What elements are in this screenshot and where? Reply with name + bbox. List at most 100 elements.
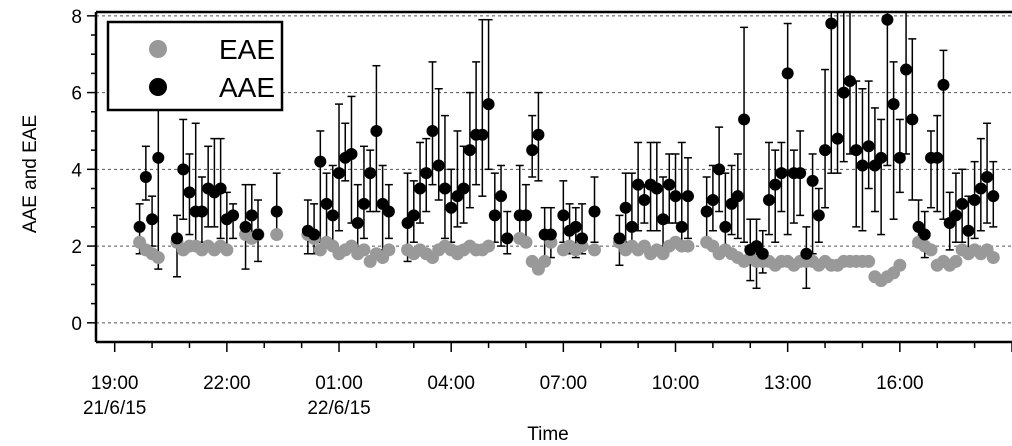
legend-aae-label: AAE bbox=[219, 72, 275, 103]
aae-point bbox=[270, 205, 283, 218]
aae-point bbox=[370, 124, 383, 137]
aae-point bbox=[825, 17, 838, 30]
x-tick-label: 22:00 bbox=[203, 373, 251, 394]
aae-point bbox=[532, 128, 545, 141]
aae-point bbox=[482, 98, 495, 111]
aae-point bbox=[650, 182, 663, 195]
eae-point bbox=[519, 235, 533, 249]
aae-point bbox=[252, 228, 265, 241]
y-tick-label: 0 bbox=[71, 314, 82, 335]
aae-point bbox=[800, 247, 813, 260]
aae-point bbox=[831, 132, 844, 145]
aae-point bbox=[762, 194, 775, 207]
eae-point bbox=[538, 254, 552, 268]
aae-point bbox=[962, 224, 975, 237]
aae-point bbox=[794, 167, 807, 180]
aae-point bbox=[906, 113, 919, 126]
aae-point bbox=[382, 205, 395, 218]
legend-eae-label: EAE bbox=[219, 34, 275, 65]
x-tick-label: 13:00 bbox=[764, 373, 812, 394]
x-tick-label: 16:00 bbox=[876, 373, 924, 394]
eae-point bbox=[482, 239, 496, 253]
aae-point bbox=[195, 205, 208, 218]
aae-point bbox=[463, 144, 476, 157]
aae-point bbox=[719, 220, 732, 233]
aae-point bbox=[152, 151, 165, 164]
x-tick-label: 19:00 bbox=[91, 373, 139, 394]
aae-point bbox=[657, 213, 670, 226]
aae-point bbox=[171, 232, 184, 245]
eae-point bbox=[357, 243, 371, 257]
aae-point bbox=[214, 182, 227, 195]
aae-point bbox=[245, 209, 258, 222]
x-tick-label: 04:00 bbox=[427, 373, 475, 394]
x-tick-label: 10:00 bbox=[652, 373, 700, 394]
eae-point bbox=[220, 243, 234, 257]
y-tick-label: 4 bbox=[71, 160, 82, 181]
aae-point bbox=[775, 167, 788, 180]
aae-point bbox=[351, 217, 364, 230]
aae-point bbox=[432, 159, 445, 172]
aae-point bbox=[738, 113, 751, 126]
aae-point bbox=[700, 205, 713, 218]
axes: 0 2 4 6 8 19:00 21/6/15 22:00 01:00 22/6/15 04:00 0… bbox=[71, 7, 1012, 419]
x-axis-title: Time bbox=[527, 424, 569, 445]
aae-point bbox=[663, 178, 676, 191]
aae-point bbox=[856, 159, 869, 172]
x-tick-date-label: 22/6/15 bbox=[307, 398, 370, 419]
y-tick-label: 6 bbox=[71, 84, 82, 105]
eae-point bbox=[949, 254, 963, 268]
aae-point bbox=[414, 182, 427, 195]
y-tick-label: 2 bbox=[71, 237, 82, 258]
aae-point bbox=[731, 190, 744, 203]
aae-point bbox=[177, 163, 190, 176]
aae-point bbox=[875, 151, 888, 164]
eae-point bbox=[270, 228, 284, 242]
aae-point bbox=[345, 147, 358, 160]
aae-point bbox=[862, 140, 875, 153]
aae-point bbox=[837, 86, 850, 99]
legend: EAE AAE bbox=[106, 20, 284, 112]
aae-point bbox=[426, 124, 439, 137]
aae-point bbox=[806, 174, 819, 187]
aae-point bbox=[756, 247, 769, 260]
aae-point bbox=[931, 151, 944, 164]
legend-eae-marker bbox=[149, 40, 167, 58]
aae-point bbox=[576, 232, 589, 245]
aae-point bbox=[613, 232, 626, 245]
aae-point bbox=[918, 228, 931, 241]
aae-point bbox=[501, 232, 514, 245]
aae-point bbox=[981, 171, 994, 183]
aae-point bbox=[900, 63, 913, 76]
aae-point bbox=[308, 228, 321, 241]
aae-point bbox=[769, 178, 782, 191]
aae-point bbox=[457, 182, 470, 195]
aae-point bbox=[974, 182, 987, 195]
aae-point bbox=[526, 144, 539, 157]
aae-point bbox=[544, 228, 557, 241]
aae-point bbox=[812, 209, 825, 222]
legend-aae-marker bbox=[149, 78, 167, 96]
aae-point bbox=[781, 67, 794, 80]
aae-point bbox=[227, 209, 240, 222]
eae-point bbox=[151, 251, 165, 265]
aae-point bbox=[569, 220, 582, 233]
aae-point bbox=[937, 78, 950, 91]
legend-box bbox=[106, 20, 284, 112]
aae-point bbox=[139, 171, 152, 183]
aae-point bbox=[706, 194, 719, 207]
eae-point bbox=[924, 243, 938, 257]
aae-point bbox=[495, 190, 508, 203]
aae-point bbox=[588, 205, 601, 218]
aae-point bbox=[638, 194, 651, 207]
eae-point bbox=[986, 251, 1000, 265]
aae-point bbox=[239, 220, 252, 233]
aae-point bbox=[893, 151, 906, 164]
aae-point bbox=[146, 213, 159, 226]
aae-point bbox=[987, 190, 1000, 203]
aae-point bbox=[713, 163, 726, 176]
aae-point bbox=[949, 209, 962, 222]
eae-point bbox=[588, 243, 602, 257]
aae-point bbox=[519, 209, 532, 222]
aae-point bbox=[407, 209, 420, 222]
